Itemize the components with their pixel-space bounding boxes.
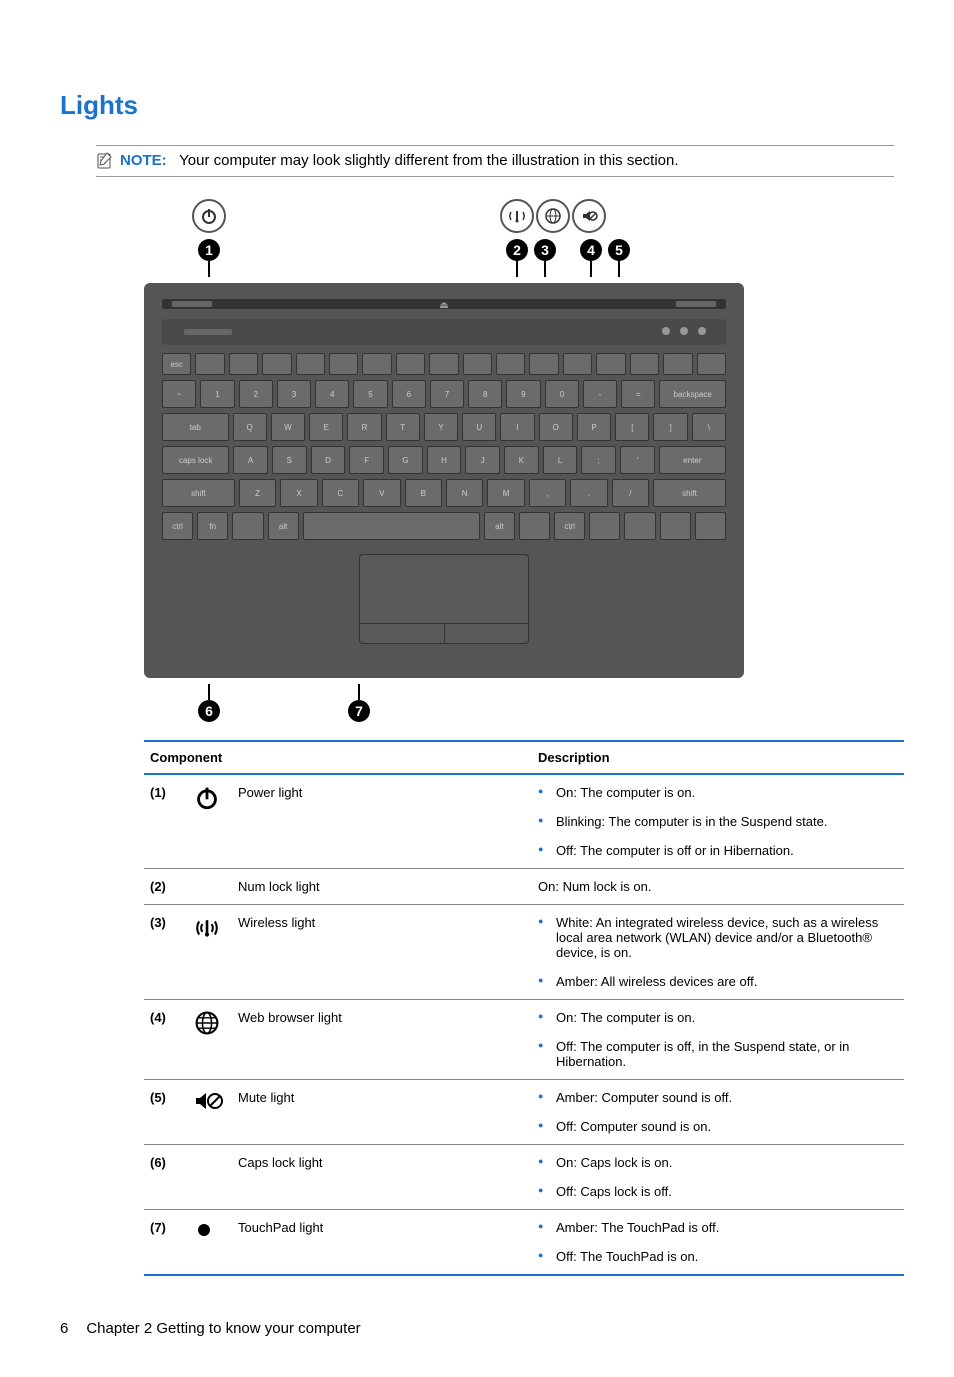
callout-6: 6 xyxy=(198,700,220,722)
component-description: Amber: The TouchPad is off. Off: The Touc… xyxy=(532,1210,904,1276)
row-number: (3) xyxy=(144,905,188,1000)
component-description: On: Caps lock is on. Off: Caps lock is of… xyxy=(532,1145,904,1210)
callout-5: 5 xyxy=(608,239,630,261)
globe-icon xyxy=(536,199,570,233)
row-number: (2) xyxy=(144,869,188,905)
component-name: Num lock light xyxy=(232,869,532,905)
component-description: Amber: Computer sound is off. Off: Comput… xyxy=(532,1080,904,1145)
table-row: (3) Wireless light White: An integrated wi… xyxy=(144,905,904,1000)
row-number: (1) xyxy=(144,774,188,869)
callout-2: 2 xyxy=(506,239,528,261)
description-item: Amber: Computer sound is off. xyxy=(556,1090,898,1105)
page-number: 6 xyxy=(60,1320,68,1337)
table-row: (2) Num lock lightOn: Num lock is on. xyxy=(144,869,904,905)
note-icon xyxy=(96,152,114,170)
globe-icon xyxy=(188,1000,232,1080)
callout-3: 3 xyxy=(534,239,556,261)
component-name: Web browser light xyxy=(232,1000,532,1080)
description-item: Off: Computer sound is on. xyxy=(556,1119,898,1134)
mute-icon xyxy=(188,1080,232,1145)
row-number: (7) xyxy=(144,1210,188,1276)
description-item: On: Caps lock is on. xyxy=(556,1155,898,1170)
callout-1: 1 xyxy=(198,239,220,261)
component-description: On: Num lock is on. xyxy=(532,869,904,905)
description-item: Amber: All wireless devices are off. xyxy=(556,974,898,989)
note-block: NOTE: Your computer may look slightly di… xyxy=(96,145,894,177)
table-row: (4)Web browser lightOn: The computer is … xyxy=(144,1000,904,1080)
wireless-icon xyxy=(188,905,232,1000)
chapter-label: Chapter 2 Getting to know your computer xyxy=(86,1320,360,1337)
callout-4: 4 xyxy=(580,239,602,261)
mute-icon xyxy=(572,199,606,233)
row-number: (6) xyxy=(144,1145,188,1210)
description-item: Blinking: The computer is in the Suspend… xyxy=(556,814,898,829)
component-description: On: The computer is on. Off: The computer… xyxy=(532,1000,904,1080)
touchpad-icon xyxy=(188,1210,232,1276)
description-item: Amber: The TouchPad is off. xyxy=(556,1220,898,1235)
component-name: Mute light xyxy=(232,1080,532,1145)
description-item: Off: The TouchPad is on. xyxy=(556,1249,898,1264)
header-description: Description xyxy=(532,741,904,774)
header-component: Component xyxy=(144,741,532,774)
table-row: (6) Caps lock light On: Caps lock is on. Of… xyxy=(144,1145,904,1210)
row-number: (5) xyxy=(144,1080,188,1145)
power-icon xyxy=(192,199,226,233)
component-description: White: An integrated wireless device, su… xyxy=(532,905,904,1000)
component-name: Power light xyxy=(232,774,532,869)
no-icon xyxy=(188,1145,232,1210)
no-icon xyxy=(188,869,232,905)
component-name: TouchPad light xyxy=(232,1210,532,1276)
table-row: (5)Mute lightAmber: Computer sound is of… xyxy=(144,1080,904,1145)
description-item: On: The computer is on. xyxy=(556,785,898,800)
callout-7: 7 xyxy=(348,700,370,722)
note-label: NOTE: xyxy=(120,152,167,169)
touchpad xyxy=(359,554,529,644)
row-number: (4) xyxy=(144,1000,188,1080)
keyboard: esc ~1234567890-=backspace tabQWERTYUIOP… xyxy=(162,353,726,540)
component-description: On: The computer is on. Blinking: The com… xyxy=(532,774,904,869)
table-row: (1) Power light On: The computer is on. Bli… xyxy=(144,774,904,869)
description-item: White: An integrated wireless device, su… xyxy=(556,915,898,960)
laptop-illustration: 1 2 3 4 5 ⏏ esc ~1234567890-=backspace t… xyxy=(144,199,744,722)
description-item: Off: Caps lock is off. xyxy=(556,1184,898,1199)
description-item: Off: The computer is off, in the Suspend… xyxy=(556,1039,898,1069)
power-icon xyxy=(188,774,232,869)
component-name: Caps lock light xyxy=(232,1145,532,1210)
description-item: Off: The computer is off or in Hibernati… xyxy=(556,843,898,858)
note-text: Your computer may look slightly differen… xyxy=(179,152,678,169)
wireless-icon xyxy=(500,199,534,233)
components-table: Component Description (1)Power lightOn: … xyxy=(144,740,904,1276)
table-row: (7)TouchPad lightAmber: The TouchPad is … xyxy=(144,1210,904,1276)
section-heading: Lights xyxy=(60,90,894,121)
page-footer: 6 Chapter 2 Getting to know your compute… xyxy=(60,1320,894,1337)
component-name: Wireless light xyxy=(232,905,532,1000)
description-item: On: The computer is on. xyxy=(556,1010,898,1025)
